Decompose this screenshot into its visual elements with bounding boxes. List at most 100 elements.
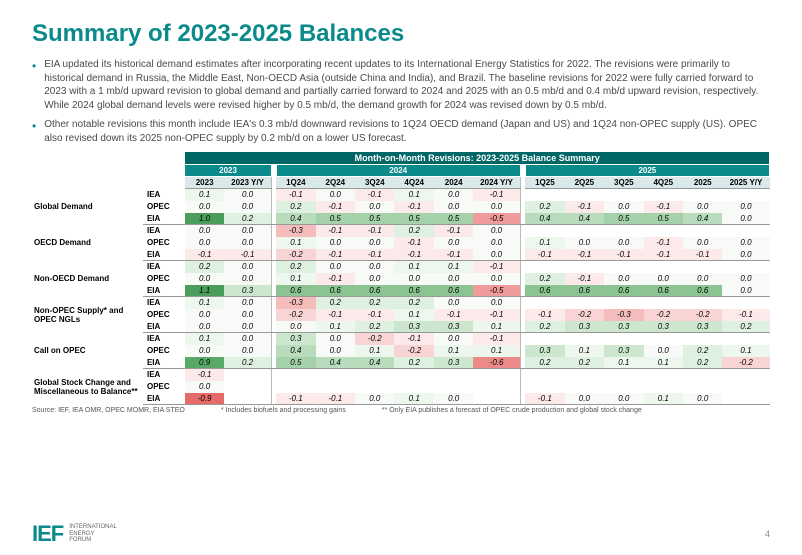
data-cell: -0.1 bbox=[604, 249, 643, 261]
data-cell: 0.6 bbox=[394, 285, 433, 297]
data-cell: 0.4 bbox=[276, 345, 315, 357]
data-cell: -0.2 bbox=[276, 249, 315, 261]
data-cell bbox=[565, 333, 604, 345]
data-cell: -0.1 bbox=[525, 309, 564, 321]
data-cell: 0.2 bbox=[316, 297, 355, 309]
agency-label: IEA bbox=[143, 225, 185, 237]
data-cell bbox=[722, 333, 769, 345]
data-cell bbox=[473, 393, 520, 405]
data-cell bbox=[604, 333, 643, 345]
data-cell: 0.3 bbox=[276, 333, 315, 345]
agency-label: OPEC bbox=[143, 201, 185, 213]
data-cell: -0.9 bbox=[185, 393, 224, 405]
data-cell: 0.2 bbox=[355, 297, 394, 309]
data-cell: 0.1 bbox=[394, 261, 433, 273]
data-cell: 0.1 bbox=[185, 333, 224, 345]
data-cell: -0.1 bbox=[644, 249, 683, 261]
data-cell: -0.1 bbox=[722, 309, 769, 321]
col-header: 2023 Y/Y bbox=[224, 177, 271, 189]
data-cell: 0.0 bbox=[683, 237, 722, 249]
data-cell: 0.3 bbox=[224, 285, 271, 297]
data-cell: -0.1 bbox=[276, 189, 315, 201]
data-cell bbox=[722, 225, 769, 237]
data-cell: 0.0 bbox=[316, 261, 355, 273]
data-cell bbox=[276, 369, 315, 381]
data-cell bbox=[224, 381, 271, 393]
data-cell: 0.0 bbox=[224, 225, 271, 237]
col-header: 2023 bbox=[185, 177, 224, 189]
bullet-1: • EIA updated its historical demand esti… bbox=[32, 58, 770, 112]
data-cell: -0.2 bbox=[565, 309, 604, 321]
data-cell: -0.3 bbox=[276, 297, 315, 309]
data-cell: 0.1 bbox=[185, 189, 224, 201]
data-cell: -0.1 bbox=[185, 369, 224, 381]
data-cell: 0.0 bbox=[644, 273, 683, 285]
agency-label: OPEC bbox=[143, 237, 185, 249]
data-cell: 0.0 bbox=[316, 333, 355, 345]
data-cell: -0.1 bbox=[434, 309, 473, 321]
data-cell: 0.0 bbox=[185, 345, 224, 357]
data-cell bbox=[565, 189, 604, 201]
data-cell: 0.6 bbox=[355, 285, 394, 297]
data-cell: 0.0 bbox=[224, 297, 271, 309]
data-cell bbox=[525, 297, 564, 309]
ief-logo: IEF INTERNATIONALENERGYFORUM bbox=[32, 521, 117, 547]
data-cell: 0.0 bbox=[434, 273, 473, 285]
data-cell: 0.0 bbox=[683, 393, 722, 405]
data-cell: -0.1 bbox=[644, 237, 683, 249]
data-cell bbox=[683, 225, 722, 237]
data-cell: 0.1 bbox=[394, 393, 433, 405]
data-cell: -0.2 bbox=[355, 333, 394, 345]
data-cell: 0.1 bbox=[644, 393, 683, 405]
data-cell: 0.0 bbox=[473, 273, 520, 285]
data-cell: 0.5 bbox=[434, 213, 473, 225]
logo-mark: IEF bbox=[32, 521, 63, 547]
data-cell: 0.0 bbox=[224, 345, 271, 357]
data-cell: 0.2 bbox=[722, 321, 769, 333]
data-cell: -0.1 bbox=[473, 189, 520, 201]
data-cell: 0.0 bbox=[185, 381, 224, 393]
agency-label: OPEC bbox=[143, 273, 185, 285]
data-cell bbox=[473, 381, 520, 393]
year-2025: 2025 bbox=[525, 165, 769, 177]
data-cell: -0.1 bbox=[316, 273, 355, 285]
page-number: 4 bbox=[765, 529, 770, 539]
data-cell bbox=[722, 381, 769, 393]
data-cell: 0.4 bbox=[683, 213, 722, 225]
page-title: Summary of 2023-2025 Balances bbox=[32, 20, 770, 48]
agency-label: EIA bbox=[143, 321, 185, 333]
data-cell: 0.0 bbox=[355, 237, 394, 249]
data-cell bbox=[316, 369, 355, 381]
data-cell: 0.2 bbox=[276, 261, 315, 273]
data-cell: -0.1 bbox=[434, 249, 473, 261]
data-cell: -0.1 bbox=[525, 393, 564, 405]
agency-label: EIA bbox=[143, 249, 185, 261]
bullet-text-2: Other notable revisions this month inclu… bbox=[44, 118, 770, 145]
data-cell: 0.2 bbox=[276, 201, 315, 213]
data-cell bbox=[565, 369, 604, 381]
data-cell: 0.0 bbox=[683, 201, 722, 213]
data-cell: 0.4 bbox=[316, 357, 355, 369]
data-cell bbox=[355, 369, 394, 381]
data-cell: 0.1 bbox=[316, 321, 355, 333]
data-cell: -0.1 bbox=[525, 249, 564, 261]
agency-label: IEA bbox=[143, 333, 185, 345]
data-cell: 0.0 bbox=[355, 201, 394, 213]
data-cell: -0.3 bbox=[604, 309, 643, 321]
data-cell: 0.0 bbox=[722, 213, 769, 225]
data-cell: -0.1 bbox=[316, 201, 355, 213]
data-cell bbox=[644, 381, 683, 393]
agency-label: IEA bbox=[143, 297, 185, 309]
data-cell: 0.2 bbox=[525, 201, 564, 213]
data-cell: -0.1 bbox=[224, 249, 271, 261]
data-cell bbox=[604, 297, 643, 309]
year-2023: 2023 bbox=[185, 165, 271, 177]
data-cell bbox=[525, 189, 564, 201]
data-cell: 0.3 bbox=[434, 321, 473, 333]
data-cell: 0.1 bbox=[394, 309, 433, 321]
bullet-dot: • bbox=[32, 118, 36, 145]
data-cell: 0.0 bbox=[434, 297, 473, 309]
data-cell: 0.4 bbox=[565, 213, 604, 225]
data-cell bbox=[565, 381, 604, 393]
data-cell: -0.1 bbox=[355, 189, 394, 201]
